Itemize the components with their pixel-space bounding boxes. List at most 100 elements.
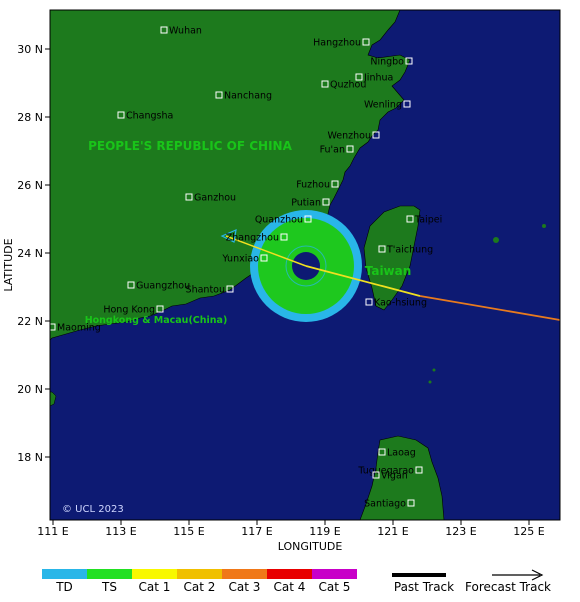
city-label: Maoming (57, 323, 101, 334)
lon-tick-label: 117 E (241, 525, 272, 538)
lat-tick-label: 22 N (17, 315, 43, 328)
city-label: Quzhou (330, 80, 366, 91)
x-axis-title: LONGITUDE (278, 540, 343, 553)
lon-tick-label: 111 E (37, 525, 68, 538)
city-marker (346, 145, 354, 153)
luzon-landmass (359, 435, 445, 521)
legend-swatch (87, 569, 132, 579)
city-label: Wenling (364, 100, 402, 111)
city-label: Wuhan (169, 26, 202, 37)
lat-tick-label: 26 N (17, 179, 43, 192)
city-marker (407, 499, 415, 507)
city-label: Yunxiao (221, 254, 259, 265)
city-label: Guangzhou (136, 281, 190, 292)
city-marker (403, 100, 411, 108)
city-marker (415, 466, 423, 474)
lon-tick-label: 115 E (173, 525, 204, 538)
forecast-track-segment-near (305, 265, 421, 297)
city-marker (117, 111, 125, 119)
city-label: Tuguegarao (357, 466, 414, 477)
storm-eye-ring (285, 245, 327, 287)
city-label: Nanchang (224, 91, 272, 102)
legend-category-label: Cat 5 (319, 580, 351, 594)
city-marker (321, 80, 329, 88)
city-marker (226, 285, 234, 293)
small-island (542, 224, 546, 228)
city-label: Jinhua (363, 73, 393, 84)
forecast-track-arrow-icon (531, 569, 544, 581)
legend-category-label: Cat 3 (229, 580, 261, 594)
city-marker (355, 73, 363, 81)
taiwan-landmass (363, 205, 421, 311)
city-label: Zhangzhou (226, 233, 279, 244)
lon-tick-label: 119 E (309, 525, 340, 538)
city-label: Putian (291, 198, 321, 209)
city-marker (185, 193, 193, 201)
city-marker (378, 448, 386, 456)
city-marker (405, 57, 413, 65)
city-label: T'aichung (386, 245, 433, 256)
y-axis-title: LATITUDE (2, 238, 15, 291)
city-label: Vigan (381, 471, 408, 482)
city-marker (160, 26, 168, 34)
region-label-taiwan: Taiwan (365, 264, 412, 278)
city-label: Changsha (126, 111, 173, 122)
city-marker (331, 180, 339, 188)
legend-swatch (42, 569, 87, 579)
track-arrowhead (220, 229, 237, 243)
mainland-china-landmass (49, 9, 411, 341)
city-marker (280, 233, 288, 241)
past-track-label: Past Track (394, 580, 454, 594)
small-island (493, 237, 499, 243)
city-marker (260, 254, 268, 262)
lon-tick-label: 125 E (513, 525, 544, 538)
legend-swatch (132, 569, 177, 579)
city-label: Taipei (414, 215, 442, 226)
lat-tick-label: 24 N (17, 247, 43, 260)
city-label: Hong Kong (103, 305, 155, 316)
legend-category-label: Cat 4 (274, 580, 306, 594)
city-label: Laoag (387, 448, 416, 459)
map-frame (49, 9, 561, 521)
city-label: Ganzhou (194, 193, 236, 204)
city-marker (215, 91, 223, 99)
small-island (432, 368, 436, 372)
city-label: Hangzhou (313, 38, 361, 49)
city-label: Ningbo (370, 57, 404, 68)
lon-tick-label: 113 E (105, 525, 136, 538)
lon-tick-label: 121 E (377, 525, 408, 538)
forecast-track-segment-west (225, 235, 307, 267)
city-marker (372, 131, 380, 139)
forecast-track-segment-far (419, 295, 561, 321)
city-marker (322, 198, 330, 206)
copyright-text: © UCL 2023 (62, 504, 124, 515)
legend-swatch (177, 569, 222, 579)
legend: TD TS Cat 1 Cat 2 Cat 3 Cat 4 Cat 5 (42, 569, 357, 594)
city-marker (378, 245, 386, 253)
legend-category-label: TS (101, 580, 117, 594)
city-label: Kao-hsiung (374, 298, 427, 309)
city-label: Quanzhou (255, 215, 303, 226)
city-marker (372, 471, 380, 479)
region-label-prc: PEOPLE'S REPUBLIC OF CHINA (88, 139, 292, 153)
lat-tick-label: 30 N (17, 43, 43, 56)
tick-layer: 111 E 113 E 115 E 117 E 119 E 121 E 123 E 125 E… (17, 43, 545, 538)
legend-category-label: TD (55, 580, 73, 594)
city-label: Shantou (186, 285, 225, 296)
lat-tick-label: 20 N (17, 383, 43, 396)
city-marker (127, 281, 135, 289)
forecast-track-label: Forecast Track (465, 580, 551, 594)
city-label: Fuzhou (296, 180, 330, 191)
legend-category-label: Cat 1 (139, 580, 171, 594)
legend-swatch (312, 569, 357, 579)
city-label: Fu'an (320, 145, 345, 156)
legend-swatch (267, 569, 312, 579)
lon-tick-label: 123 E (445, 525, 476, 538)
city-label: Wenzhou (327, 131, 371, 142)
region-label-hk-macau: Hongkong & Macau(China) (85, 315, 228, 326)
city-marker (362, 38, 370, 46)
city-marker (156, 305, 164, 313)
city-marker (304, 215, 312, 223)
